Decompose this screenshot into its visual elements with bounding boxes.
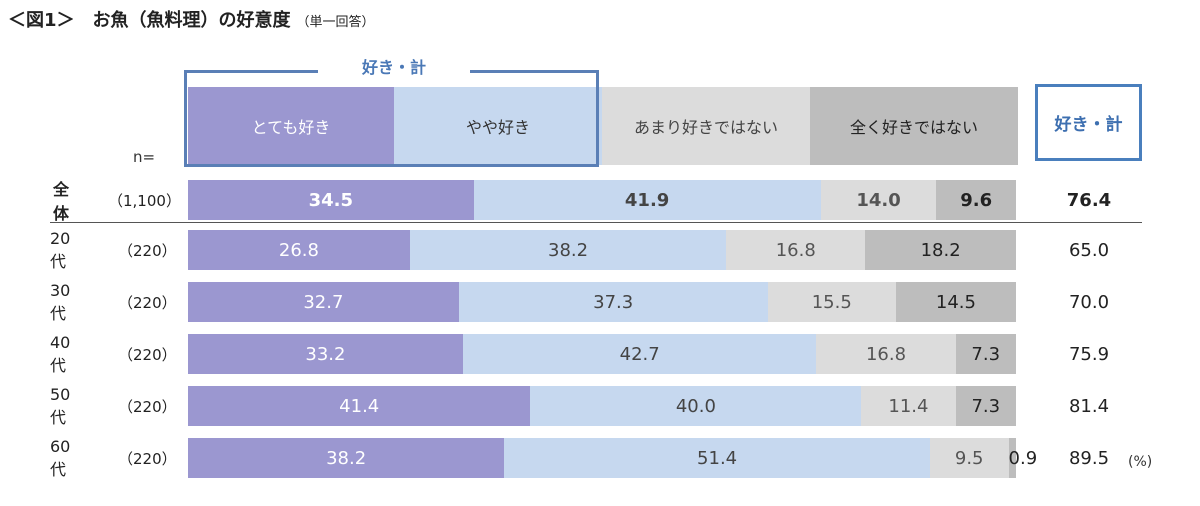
data-label: 18.2 xyxy=(920,239,961,261)
legend-very-like: とても好き xyxy=(188,87,394,165)
like-total-value: 89.5 xyxy=(1068,447,1110,469)
legend-not-really-like: あまり好きではない xyxy=(602,87,810,165)
like-total-value: 76.4 xyxy=(1066,189,1112,211)
bar-segment-not-really-like: 11.4 xyxy=(861,386,956,426)
bar-segment-very-like: 41.4 xyxy=(188,386,531,426)
data-label: 7.3 xyxy=(971,395,1001,417)
data-label: 16.8 xyxy=(775,239,816,261)
data-label: 38.2 xyxy=(548,239,589,261)
sample-size: （220） xyxy=(118,293,177,312)
stacked-bar: 34.5 41.9 14.0 9.6 xyxy=(188,180,1016,220)
legend-somewhat-like: やや好き xyxy=(394,87,602,165)
sample-size: （220） xyxy=(118,449,177,468)
data-label: 41.4 xyxy=(339,395,380,417)
title-sub: （単一回答） xyxy=(296,15,375,30)
bar-segment-very-like: 33.2 xyxy=(188,334,463,374)
stacked-bar: 38.2 51.4 9.5 0.9 xyxy=(188,438,1037,478)
like-group-label: 好き・計 xyxy=(318,52,470,80)
data-label: 37.3 xyxy=(593,291,634,313)
like-total-value: 81.4 xyxy=(1068,395,1110,417)
like-total-value: 75.9 xyxy=(1068,343,1110,365)
data-label: 41.9 xyxy=(624,189,670,211)
data-label: 0.9 xyxy=(1008,447,1038,469)
bar-segment-very-like: 34.5 xyxy=(188,180,474,220)
data-label: 33.2 xyxy=(305,343,346,365)
data-label: 42.7 xyxy=(619,343,660,365)
total-divider xyxy=(50,222,1142,223)
bar-segment-somewhat-like: 40.0 xyxy=(530,386,862,426)
bar-segment-somewhat-like: 41.9 xyxy=(473,180,821,220)
bar-segment-not-really-like: 9.5 xyxy=(929,438,1009,478)
data-label: 7.3 xyxy=(971,343,1001,365)
group-name: 40代 xyxy=(50,332,71,375)
title-main: ＜図1＞ お魚（魚料理）の好意度 xyxy=(8,10,291,31)
stacked-bar: 41.4 40.0 11.4 7.3 xyxy=(188,386,1016,426)
sample-size: （220） xyxy=(118,345,177,364)
bar-segment-very-like: 38.2 xyxy=(188,438,505,478)
like-group-outline xyxy=(184,70,599,167)
group-name: 30代 xyxy=(50,280,71,323)
bar-segment-very-like: 26.8 xyxy=(188,230,410,270)
bar-segment-not-really-like: 16.8 xyxy=(726,230,866,270)
group-name: 全体 xyxy=(53,180,70,223)
sample-size: （220） xyxy=(118,397,177,416)
group-name: 50代 xyxy=(50,384,71,427)
data-label: 14.0 xyxy=(856,189,901,211)
bar-segment-somewhat-like: 37.3 xyxy=(458,282,768,322)
data-label: 9.6 xyxy=(960,189,993,211)
bar-segment-not-at-all-like: 9.6 xyxy=(936,180,1016,220)
stacked-bar: 33.2 42.7 16.8 7.3 xyxy=(188,334,1016,374)
group-name: 20代 xyxy=(50,228,71,271)
data-label: 9.5 xyxy=(954,447,984,469)
data-label: 34.5 xyxy=(308,189,354,211)
like-total-value: 70.0 xyxy=(1068,291,1110,313)
data-label: 16.8 xyxy=(865,343,907,365)
data-label: 26.8 xyxy=(278,239,319,261)
data-label: 40.0 xyxy=(675,395,716,417)
bar-segment-somewhat-like: 38.2 xyxy=(409,230,727,270)
group-name: 60代 xyxy=(50,436,71,479)
unit-label: (%) xyxy=(1128,454,1153,470)
stacked-bar: 26.8 38.2 16.8 18.2 xyxy=(188,230,1016,270)
sample-size: （220） xyxy=(118,241,177,260)
n-label: n= xyxy=(133,148,156,166)
data-label: 14.5 xyxy=(935,291,976,313)
bar-segment-not-really-like: 15.5 xyxy=(767,282,896,322)
like-total-value: 65.0 xyxy=(1068,239,1110,261)
bar-segment-not-at-all-like: 14.5 xyxy=(895,282,1016,322)
legend-not-at-all-like: 全く好きではない xyxy=(810,87,1018,165)
like-total-header: 好き・計 xyxy=(1035,84,1142,161)
bar-segment-not-really-like: 16.8 xyxy=(816,334,956,374)
stacked-bar: 32.7 37.3 15.5 14.5 xyxy=(188,282,1016,322)
data-label: 51.4 xyxy=(697,447,738,469)
bar-segment-not-at-all-like: 7.3 xyxy=(955,334,1016,374)
bar-segment-not-at-all-like: 0.9 xyxy=(1008,438,1037,478)
data-label: 15.5 xyxy=(811,291,852,313)
data-label: 32.7 xyxy=(303,291,344,313)
bar-segment-not-really-like: 14.0 xyxy=(820,180,937,220)
bar-segment-not-at-all-like: 18.2 xyxy=(865,230,1016,270)
bar-segment-somewhat-like: 51.4 xyxy=(504,438,930,478)
data-label: 38.2 xyxy=(326,447,367,469)
bar-segment-not-at-all-like: 7.3 xyxy=(955,386,1016,426)
chart-title: ＜図1＞ お魚（魚料理）の好意度 （単一回答） xyxy=(8,6,375,36)
bar-segment-very-like: 32.7 xyxy=(188,282,459,322)
bar-segment-somewhat-like: 42.7 xyxy=(462,334,817,374)
sample-size: （1,100） xyxy=(108,191,181,210)
data-label: 11.4 xyxy=(888,395,929,417)
